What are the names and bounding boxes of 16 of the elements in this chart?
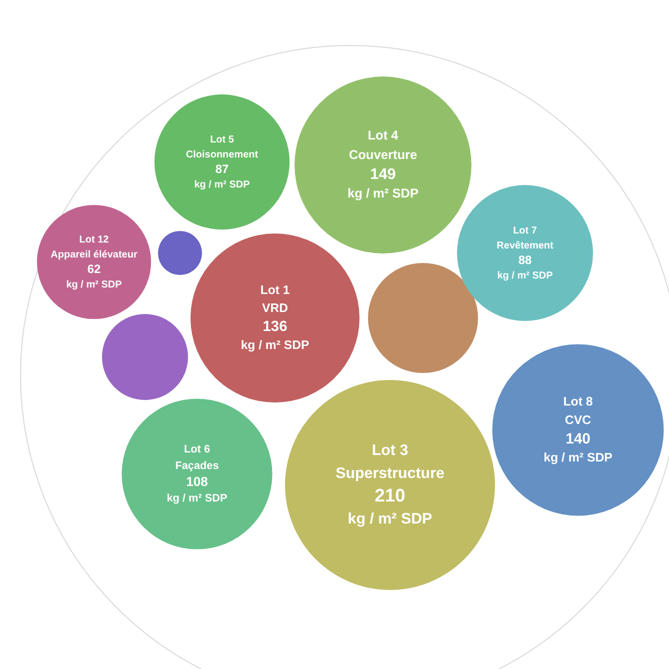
data-label: 88 kg / m² SDP [497, 252, 554, 282]
data-label: 62 kg / m² SDP [66, 262, 122, 290]
data-label: 149 kg / m² SDP [347, 166, 420, 200]
data-label: 108 kg / m² SDP [166, 474, 228, 505]
category-label: Lot 3 Superstructure [336, 442, 444, 482]
category-label: Lot 7 Revêtement [496, 225, 554, 252]
category-label: Lot 1 VRD [260, 282, 290, 316]
category-label: Lot 5 Cloisonnement [186, 134, 259, 160]
category-label: Lot 8 CVC [563, 394, 593, 428]
data-label: 87 kg / m² SDP [194, 162, 250, 190]
data-label: 210 kg / m² SDP [348, 484, 432, 528]
data-label: 136 kg / m² SDP [240, 319, 310, 352]
category-label: Lot 6 Façades [175, 443, 219, 472]
category-label: Lot 4 Couverture [348, 128, 418, 162]
category-label: Lot 12 Appareil élévateur [50, 234, 138, 260]
data-label: 140 kg / m² SDP [544, 431, 612, 464]
